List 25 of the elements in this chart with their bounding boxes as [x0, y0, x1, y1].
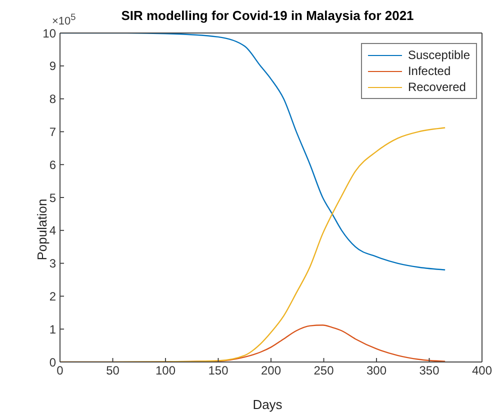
y-tick-label: 1 — [49, 322, 56, 336]
x-tick-label: 250 — [314, 364, 334, 378]
y-tick-label: 3 — [49, 256, 56, 271]
x-tick-label: 300 — [366, 364, 387, 378]
chart-title: SIR modelling for Covid-19 in Malaysia for 2021 — [121, 8, 414, 23]
y-tick-label: 4 — [49, 224, 56, 238]
x-tick-label: 50 — [106, 364, 120, 378]
x-tick-label: 150 — [208, 364, 229, 378]
legend-label: Susceptible — [406, 47, 470, 63]
text: ×10$^{5}$ — [52, 12, 76, 28]
legend-label: Recovered — [406, 79, 467, 95]
y-tick-label: 7 — [49, 124, 56, 139]
x-tick-label: 100 — [155, 364, 176, 378]
x-tick-label: 400 — [472, 364, 492, 378]
x-axis-title: Days — [252, 397, 284, 412]
legend-label: Infected — [406, 63, 452, 79]
y-tick-label: 10 — [42, 26, 56, 40]
x-tick-label: 350 — [419, 364, 440, 378]
y-tick-label: 5 — [49, 190, 56, 205]
y-tick-label: 6 — [49, 158, 56, 172]
y-tick-label: 8 — [49, 92, 56, 106]
x-tick-label: 200 — [260, 364, 282, 378]
y-axis-title: Population — [34, 198, 50, 262]
y-tick-label: 2 — [49, 289, 56, 304]
y-tick-label: 9 — [49, 59, 56, 74]
